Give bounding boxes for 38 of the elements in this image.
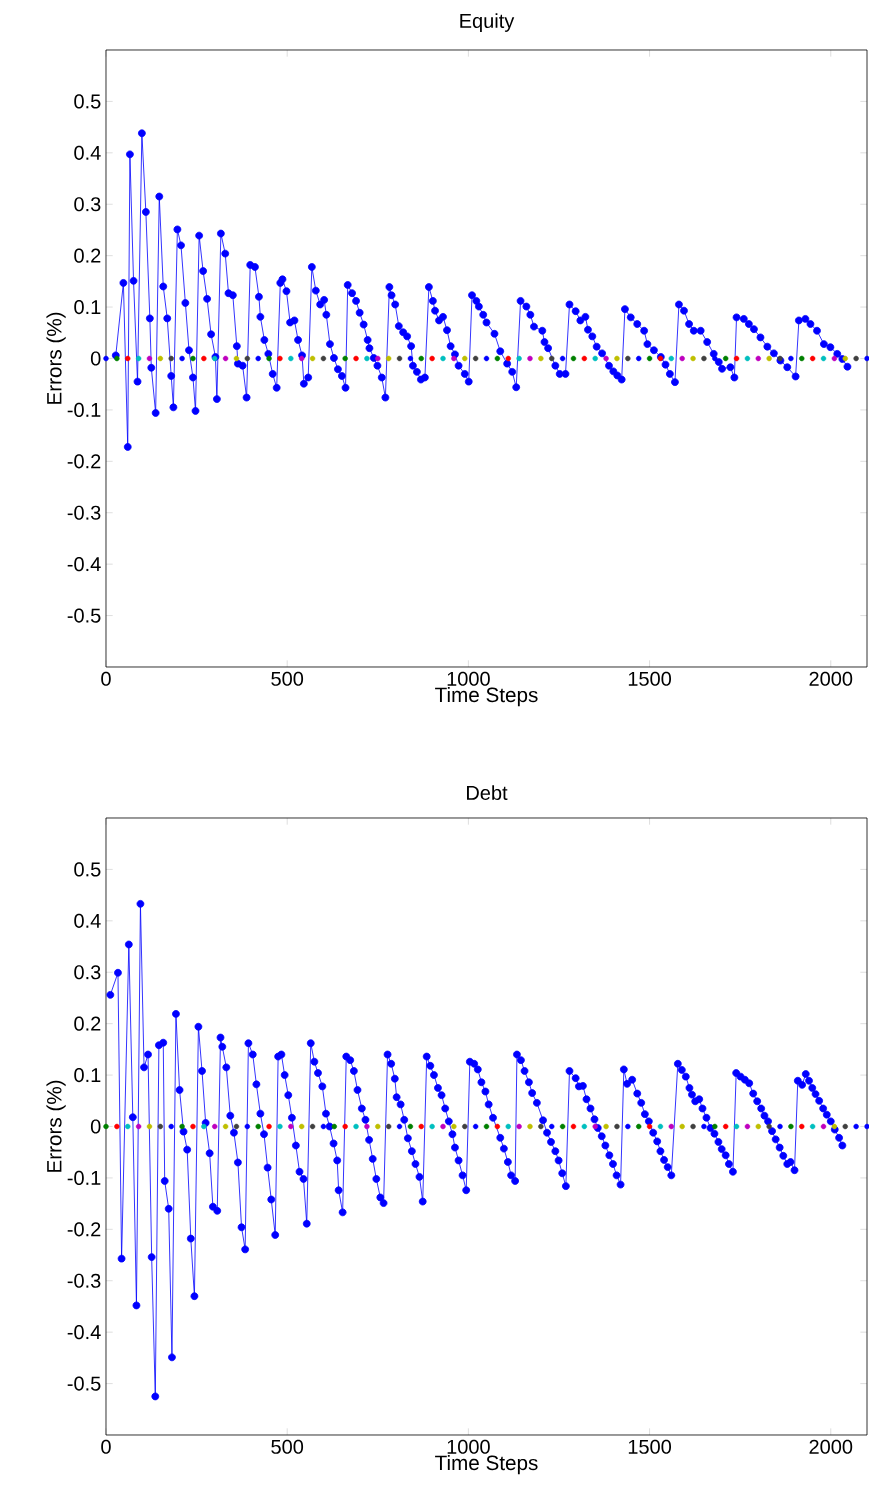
y-tick-label: 0.5 (74, 862, 101, 877)
y-tick-label: 0 (90, 1119, 101, 1134)
y-tick-label: 0.3 (74, 197, 101, 212)
x-tick-label: 1500 (628, 671, 671, 686)
y-axis-title: Errors (%) (46, 312, 66, 404)
y-tick-label: -0.3 (67, 505, 101, 520)
x-tick-label: 500 (271, 1439, 303, 1454)
x-tick-label: 1500 (628, 1439, 671, 1454)
x-tick-label: 2000 (809, 671, 853, 686)
y-tick-label: -0.5 (67, 1376, 101, 1391)
y-tick-label: 0.2 (74, 1016, 101, 1031)
y-tick-label: -0.5 (67, 608, 101, 623)
chart-title: Debt (466, 785, 508, 800)
chart-title: Equity (460, 13, 515, 32)
y-tick-label: -0.2 (67, 1222, 101, 1237)
x-tick-label: 0 (101, 1439, 111, 1454)
y-tick-label: 0.4 (74, 913, 101, 928)
y-tick-label: 0.4 (74, 145, 101, 160)
y-tick-label: -0.3 (67, 1273, 101, 1288)
x-tick-label: 1000 (447, 1439, 490, 1454)
y-tick-label: -0.1 (67, 402, 101, 417)
x-tick-label: 500 (271, 671, 303, 686)
y-tick-label: 0.1 (74, 1068, 101, 1083)
x-tick-label: 0 (101, 671, 111, 686)
y-tick-label: 0.3 (74, 965, 101, 980)
y-tick-label: 0.1 (74, 299, 101, 315)
x-tick-label: 1000 (447, 671, 490, 686)
y-tick-label: -0.4 (67, 1325, 101, 1340)
y-tick-label: 0 (90, 351, 101, 366)
x-tick-label: 2000 (809, 1439, 853, 1454)
y-tick-label: -0.4 (67, 557, 101, 572)
y-tick-label: -0.2 (67, 454, 101, 469)
y-axis-title: Errors (%) (46, 1080, 66, 1172)
x-axis-title: Time Steps (434, 687, 538, 707)
y-tick-label: 0.5 (74, 94, 101, 109)
y-tick-label: 0.2 (74, 248, 101, 263)
y-tick-label: -0.1 (67, 1170, 101, 1185)
x-axis-title: Time Steps (434, 1455, 538, 1475)
